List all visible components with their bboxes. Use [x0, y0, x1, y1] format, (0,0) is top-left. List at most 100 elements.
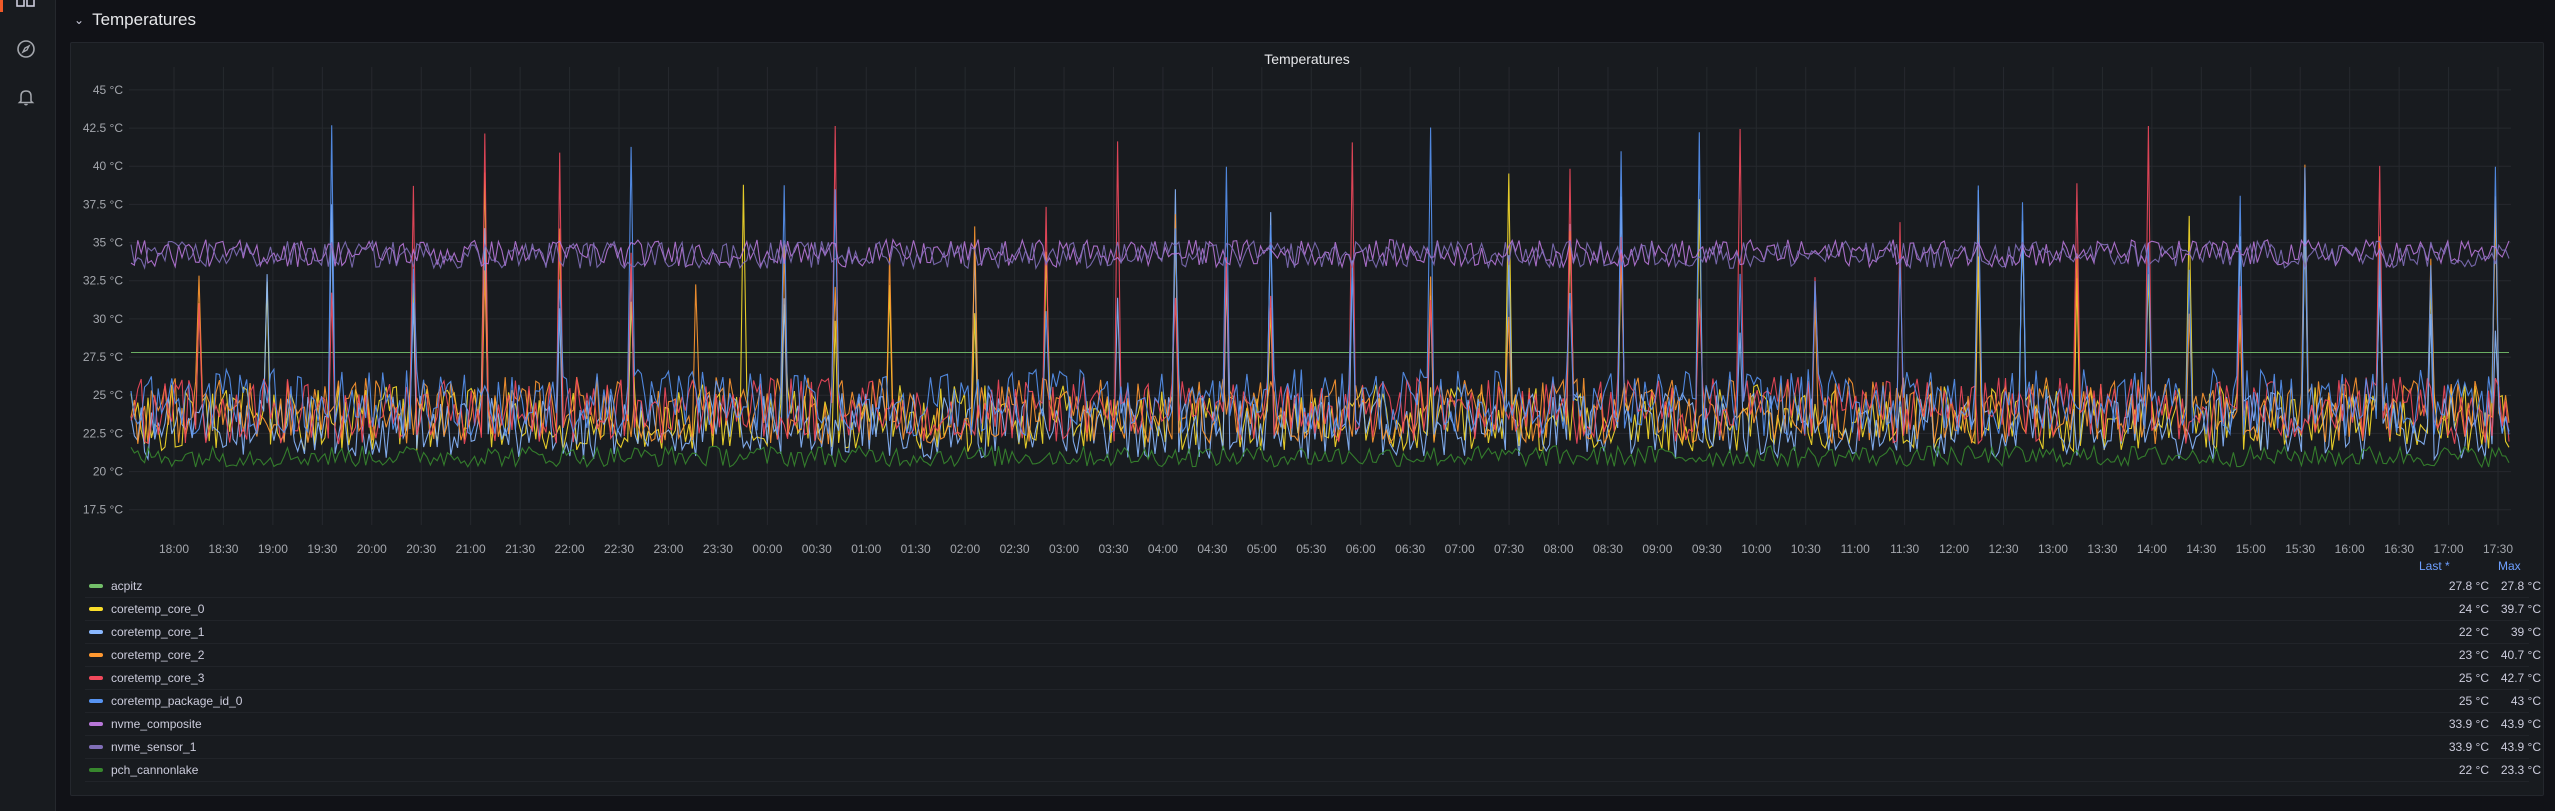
x-tick-label: 22:00: [555, 542, 585, 553]
legend-last-value: 23 °C: [2458, 648, 2489, 662]
legend-last-value: 33.9 °C: [2448, 740, 2489, 754]
legend-color-swatch: [89, 630, 103, 634]
x-tick-label: 04:00: [1148, 542, 1178, 553]
x-tick-label: 05:00: [1247, 542, 1277, 553]
legend-item-coretemp_package_id_0[interactable]: coretemp_package_id_0 25 °C 43 °C: [85, 690, 2541, 713]
legend-color-swatch: [89, 653, 103, 657]
x-tick-label: 09:00: [1642, 542, 1672, 553]
row-title: Temperatures: [92, 10, 196, 29]
x-tick-label: 18:30: [208, 542, 238, 553]
x-tick-label: 23:30: [703, 542, 733, 553]
legend-series-name: pch_cannonlake: [111, 763, 199, 777]
legend-last-value: 24 °C: [2458, 602, 2489, 616]
y-tick-label: 22.5 °C: [83, 426, 123, 440]
legend-last-value: 25 °C: [2458, 671, 2489, 685]
legend-series-name: coretemp_core_3: [111, 671, 205, 685]
x-tick-label: 16:00: [2335, 542, 2365, 553]
legend-max-value: 43 °C: [2510, 694, 2541, 708]
x-tick-label: 23:00: [653, 542, 683, 553]
legend-color-swatch: [89, 745, 103, 749]
x-tick-label: 19:30: [307, 542, 337, 553]
legend-max-value: 39.7 °C: [2500, 602, 2541, 616]
temperature-line-chart[interactable]: 17.5 °C 20 °C 22.5 °C 25 °C 27.5 °C 30 °C 32.5…: [71, 43, 2543, 553]
x-tick-label: 08:00: [1543, 542, 1573, 553]
series-line-nvme_sensor_1: [130, 239, 2510, 271]
row-header-temperatures[interactable]: ⌄ Temperatures: [74, 6, 196, 34]
dashboards-icon[interactable]: [14, 0, 38, 18]
legend-max-value: 40.7 °C: [2500, 648, 2541, 662]
legend-item-nvme_composite[interactable]: nvme_composite 33.9 °C 43.9 °C: [85, 713, 2541, 736]
x-tick-label: 00:00: [752, 542, 782, 553]
legend-color-swatch: [89, 699, 103, 703]
x-tick-label: 22:30: [604, 542, 634, 553]
y-tick-label: 32.5 °C: [83, 274, 123, 288]
x-tick-label: 15:30: [2285, 542, 2315, 553]
legend-last-value: 33.9 °C: [2448, 717, 2489, 731]
legend-item-coretemp_core_3[interactable]: coretemp_core_3 25 °C 42.7 °C: [85, 667, 2541, 690]
x-tick-label: 12:30: [1989, 542, 2019, 553]
x-tick-label: 06:00: [1346, 542, 1376, 553]
legend-item-coretemp_core_1[interactable]: coretemp_core_1 22 °C 39 °C: [85, 621, 2541, 644]
x-tick-label: 18:00: [159, 542, 189, 553]
x-tick-label: 16:30: [2384, 542, 2414, 553]
legend-max-value: 42.7 °C: [2500, 671, 2541, 685]
legend-header-max[interactable]: Max: [2498, 559, 2521, 573]
series-line-pch_cannonlake: [130, 443, 2510, 469]
legend-item-nvme_sensor_1[interactable]: nvme_sensor_1 33.9 °C 43.9 °C: [85, 736, 2541, 759]
temperatures-panel: Temperatures 17.5 °C 20 °C 22.5 °C 25 °C 27.…: [70, 42, 2544, 796]
x-tick-label: 00:30: [802, 542, 832, 553]
legend-color-swatch: [89, 676, 103, 680]
legend-header-last[interactable]: Last *: [2419, 559, 2450, 573]
legend-color-swatch: [89, 584, 103, 588]
y-tick-label: 25 °C: [93, 388, 123, 402]
explore-compass-icon[interactable]: [14, 37, 38, 61]
x-tick-label: 21:00: [456, 542, 486, 553]
legend-series-name: coretemp_core_1: [111, 625, 205, 639]
x-tick-label: 10:30: [1791, 542, 1821, 553]
y-tick-label: 45 °C: [93, 83, 123, 97]
x-tick-label: 17:30: [2483, 542, 2513, 553]
x-tick-label: 03:30: [1098, 542, 1128, 553]
x-tick-label: 12:00: [1939, 542, 1969, 553]
legend-color-swatch: [89, 768, 103, 772]
y-tick-label: 40 °C: [93, 159, 123, 173]
x-tick-label: 19:00: [258, 542, 288, 553]
legend-max-value: 39 °C: [2510, 625, 2541, 639]
x-tick-label: 14:30: [2186, 542, 2216, 553]
x-tick-label: 21:30: [505, 542, 535, 553]
legend-max-value: 23.3 °C: [2500, 763, 2541, 777]
x-tick-label: 01:00: [851, 542, 881, 553]
x-tick-label: 20:00: [357, 542, 387, 553]
y-tick-label: 30 °C: [93, 312, 123, 326]
y-tick-label: 27.5 °C: [83, 350, 123, 364]
x-tick-label: 17:00: [2434, 542, 2464, 553]
legend-series-name: nvme_sensor_1: [111, 740, 197, 754]
legend-item-acpitz[interactable]: acpitz 27.8 °C 27.8 °C: [85, 575, 2541, 598]
x-tick-label: 02:30: [1000, 542, 1030, 553]
x-tick-label: 07:00: [1445, 542, 1475, 553]
legend-item-coretemp_core_0[interactable]: coretemp_core_0 24 °C 39.7 °C: [85, 598, 2541, 621]
legend-series-name: acpitz: [111, 579, 143, 593]
x-tick-label: 05:30: [1296, 542, 1326, 553]
x-tick-label: 01:30: [901, 542, 931, 553]
legend-item-coretemp_core_2[interactable]: coretemp_core_2 23 °C 40.7 °C: [85, 644, 2541, 667]
legend-series-name: coretemp_package_id_0: [111, 694, 243, 708]
legend-item-pch_cannonlake[interactable]: pch_cannonlake 22 °C 23.3 °C: [85, 759, 2541, 782]
x-tick-label: 08:30: [1593, 542, 1623, 553]
series-line-coretemp_core_3: [130, 125, 2510, 445]
x-tick-label: 13:30: [2087, 542, 2117, 553]
legend-max-value: 27.8 °C: [2500, 579, 2541, 593]
panel-title[interactable]: Temperatures: [1264, 51, 1350, 67]
legend-series-name: coretemp_core_2: [111, 648, 205, 662]
x-tick-label: 15:00: [2236, 542, 2266, 553]
x-tick-label: 11:30: [1890, 542, 1919, 553]
x-tick-label: 03:00: [1049, 542, 1079, 553]
alerting-bell-icon[interactable]: [14, 85, 38, 109]
legend-max-value: 43.9 °C: [2500, 740, 2541, 754]
x-tick-label: 13:00: [2038, 542, 2068, 553]
x-tick-label: 20:30: [406, 542, 436, 553]
legend-last-value: 22 °C: [2458, 625, 2489, 639]
legend-last-value: 25 °C: [2458, 694, 2489, 708]
x-tick-label: 10:00: [1741, 542, 1771, 553]
x-tick-label: 04:30: [1197, 542, 1227, 553]
